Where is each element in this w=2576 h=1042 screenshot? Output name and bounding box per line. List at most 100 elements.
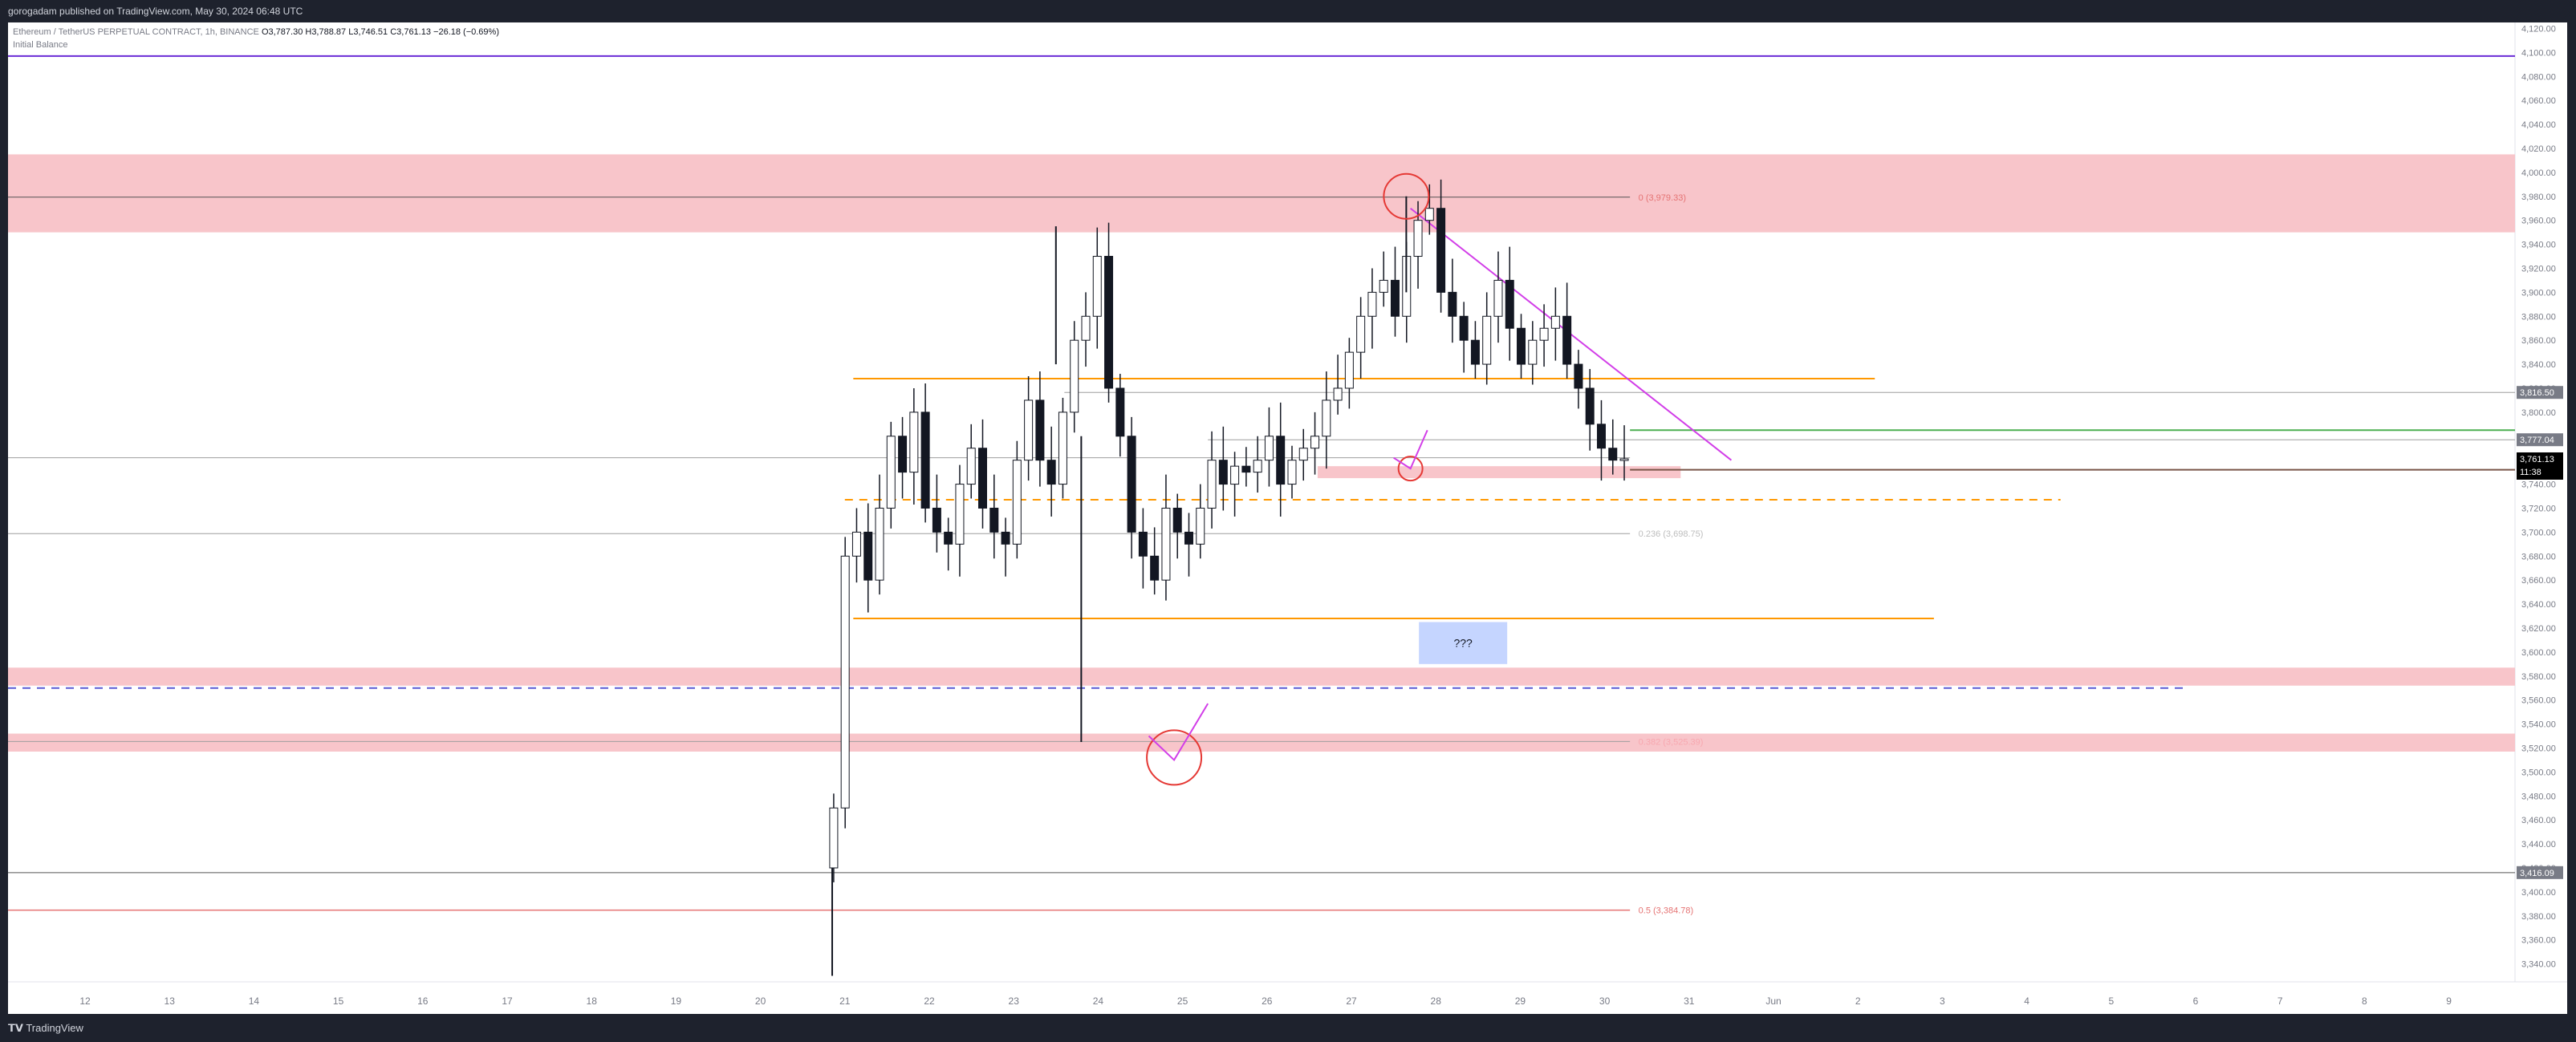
candle-body [1024, 399, 1034, 461]
y-tick-label: 4,100.00 [2521, 48, 2556, 58]
candle-body [1161, 507, 1171, 581]
candle-body [1184, 531, 1193, 545]
candle-body [1104, 256, 1114, 389]
y-tick-label: 3,500.00 [2521, 768, 2556, 777]
x-tick-label: 30 [1599, 995, 1611, 1007]
candle-body [1517, 327, 1526, 365]
x-tick-label: 23 [1009, 995, 1020, 1007]
x-tick-label: 21 [839, 995, 851, 1007]
candle-body [1619, 458, 1629, 461]
candle-body [1287, 460, 1297, 485]
y-tick-label: 4,060.00 [2521, 96, 2556, 106]
annotation-text: ??? [1453, 637, 1473, 650]
candle-body [1218, 460, 1228, 485]
mid-circle [1397, 456, 1424, 482]
x-tick-label: 4 [2024, 995, 2030, 1007]
y-tick-label: 3,840.00 [2521, 360, 2556, 370]
candle-body [1092, 256, 1102, 317]
y-tick-label: 3,960.00 [2521, 217, 2556, 226]
support-zone-lower [8, 733, 2515, 752]
candle-body [1298, 448, 1308, 461]
x-tick-label: 14 [249, 995, 260, 1007]
local-zone [1317, 466, 1681, 479]
tradingview-logo-icon[interactable]: 𝗧𝗩 [8, 1022, 23, 1034]
candle-body [1528, 339, 1538, 365]
fib-label: 0.5 (3,384.78) [1639, 906, 1694, 916]
x-tick-label: 13 [165, 995, 176, 1007]
ohlc-high: H3,788.87 [305, 27, 347, 37]
candle-body [1207, 460, 1217, 509]
candle-body [1390, 279, 1400, 317]
price-tag [2517, 452, 2563, 480]
candle-body [1459, 315, 1469, 341]
y-tick-label: 3,700.00 [2521, 528, 2556, 537]
x-tick-label: 5 [2108, 995, 2114, 1007]
candle-body [1172, 507, 1182, 533]
y-tick-label: 3,600.00 [2521, 648, 2556, 658]
x-tick-label: 25 [1177, 995, 1188, 1007]
y-tick-label: 3,940.00 [2521, 241, 2556, 250]
x-tick-label: 19 [671, 995, 682, 1007]
x-tick-label: 6 [2193, 995, 2199, 1007]
price-tag [2517, 866, 2563, 879]
y-tick-label: 4,040.00 [2521, 120, 2556, 130]
y-tick-label: 3,920.00 [2521, 264, 2556, 274]
x-tick-label: 27 [1346, 995, 1357, 1007]
x-tick-label: 24 [1093, 995, 1104, 1007]
candle-body [1070, 339, 1079, 413]
price-tag-label: 3,816.50 [2520, 388, 2554, 398]
ohlc-low: L3,746.51 [348, 27, 388, 37]
chart-area[interactable]: ??? 0 (3,979.33) 0.236 (3,698.75) 0.382 (3,… [8, 22, 2567, 1014]
x-tick-label: 26 [1262, 995, 1273, 1007]
candle-body [944, 531, 953, 545]
x-tick-label: 9 [2446, 995, 2452, 1007]
candle-body [966, 448, 976, 485]
y-tick-label: 3,460.00 [2521, 816, 2556, 825]
x-tick-label: 15 [333, 995, 344, 1007]
resistance-zone [8, 154, 2515, 233]
symbol-name[interactable]: Ethereum / TetherUS PERPETUAL CONTRACT, … [13, 27, 259, 37]
y-tick-label: 3,740.00 [2521, 480, 2556, 490]
candle-body [1596, 424, 1606, 449]
candle-body [1574, 363, 1583, 389]
y-tick-label: 3,900.00 [2521, 288, 2556, 298]
candle-body [1608, 448, 1618, 461]
candle-body [886, 436, 896, 509]
annotation-box [1419, 622, 1508, 664]
candle-body [1493, 279, 1503, 317]
x-tick-label: 18 [587, 995, 598, 1007]
y-tick-label: 3,880.00 [2521, 312, 2556, 322]
candle-body [1356, 315, 1366, 353]
y-tick-label: 3,860.00 [2521, 336, 2556, 346]
candle-body [909, 412, 919, 473]
y-tick-label: 4,000.00 [2521, 168, 2556, 178]
y-tick-label: 3,640.00 [2521, 600, 2556, 610]
y-tick-label: 3,720.00 [2521, 504, 2556, 513]
candle-body [1333, 387, 1343, 401]
candle-body [1196, 507, 1205, 545]
y-tick-label: 3,400.00 [2521, 888, 2556, 898]
brand-label: TradingView [26, 1022, 83, 1034]
candle-body [863, 531, 873, 581]
x-tick-label: 28 [1431, 995, 1442, 1007]
x-tick-label: 22 [924, 995, 935, 1007]
candle-body [1276, 436, 1286, 485]
candle-body [1115, 387, 1125, 437]
y-tick-label: 3,560.00 [2521, 696, 2556, 706]
price-tag [2517, 433, 2563, 447]
x-tick-label: Jun [1765, 995, 1781, 1007]
price-tag-label: 3,416.09 [2520, 869, 2554, 878]
candle-body [829, 807, 839, 869]
y-tick-label: 3,440.00 [2521, 840, 2556, 849]
candle-body [1413, 220, 1423, 257]
x-tick-label: 31 [1684, 995, 1695, 1007]
candle-body [1264, 436, 1274, 461]
price-chart[interactable]: ??? 0 (3,979.33) 0.236 (3,698.75) 0.382 (3,… [8, 22, 2567, 1014]
top-circle [1383, 172, 1430, 220]
indicator-name[interactable]: Initial Balance [13, 40, 68, 50]
price-axis [2515, 22, 2567, 1014]
fib-label: 0.236 (3,698.75) [1639, 529, 1704, 539]
candle-body [1035, 399, 1045, 461]
y-tick-label: 3,480.00 [2521, 792, 2556, 801]
ohlc-change: −26.18 (−0.69%) [433, 27, 499, 37]
